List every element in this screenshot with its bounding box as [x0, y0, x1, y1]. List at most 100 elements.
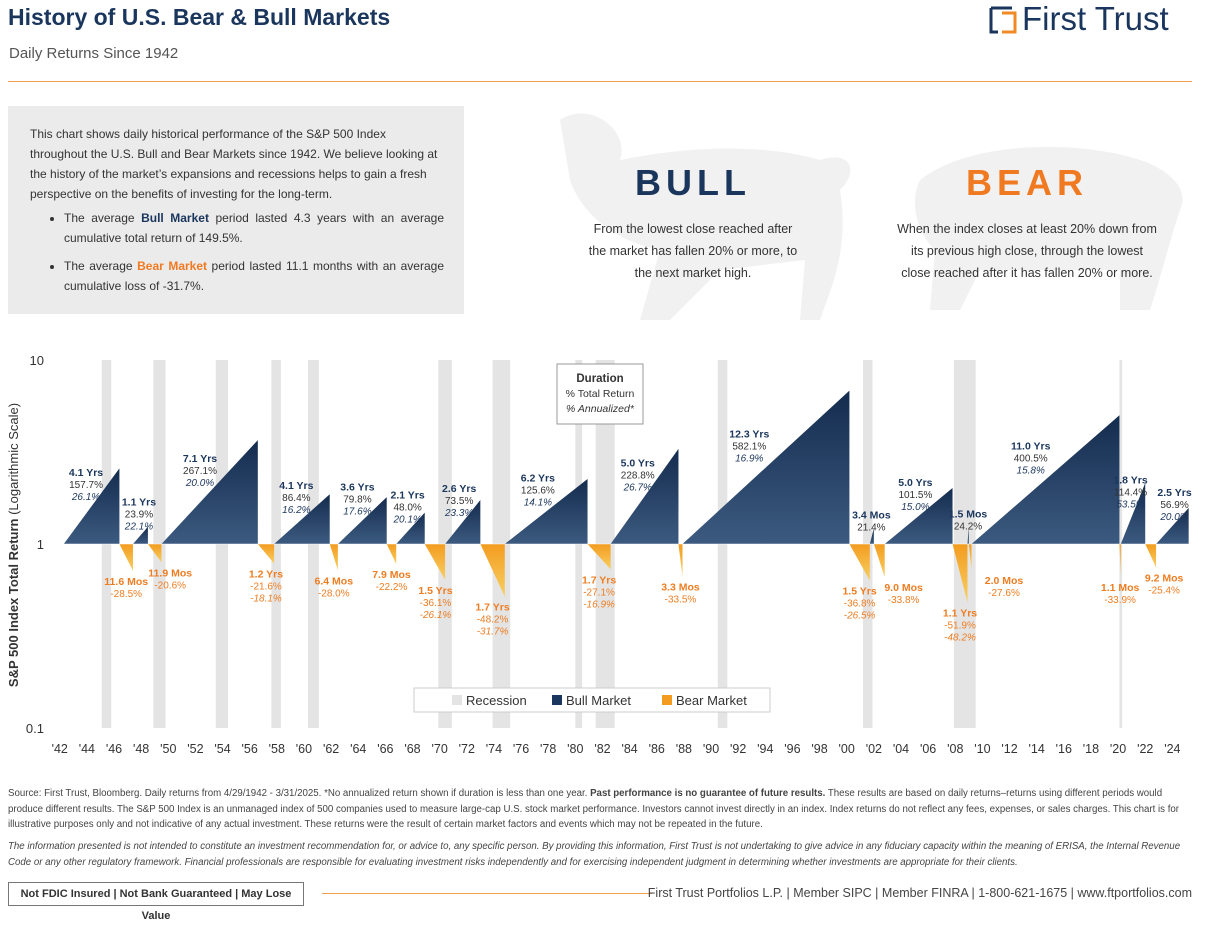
return-label: -36.1% — [420, 598, 452, 609]
legend-label: Bull Market — [566, 693, 631, 708]
bull-definition: From the lowest close reached after the … — [588, 222, 798, 280]
x-tick-label: '16 — [1056, 742, 1072, 756]
return-label: 267.1% — [183, 466, 217, 477]
duration-label: 11.9 Mos — [148, 567, 192, 579]
bull-market — [63, 468, 120, 544]
annualized-label: 23.3% — [444, 508, 473, 519]
x-tick-label: '56 — [242, 742, 258, 756]
bear-market — [849, 544, 870, 581]
return-label: 79.8% — [343, 495, 371, 506]
duration-label: 6.4 Mos — [315, 575, 354, 587]
return-label: 73.5% — [445, 496, 473, 507]
x-tick-label: '88 — [676, 742, 692, 756]
source-note: Source: First Trust, Bloomberg. Daily re… — [8, 786, 1194, 833]
annualized-label: 26.1% — [71, 492, 100, 503]
annualized-label: 20.1% — [392, 514, 421, 525]
bear-market — [480, 544, 505, 597]
y-label-note: (Logarithmic Scale) — [6, 403, 21, 519]
x-tick-label: '14 — [1029, 742, 1045, 756]
return-label: 157.7% — [69, 480, 103, 491]
bull-market — [504, 478, 588, 544]
return-label: -33.8% — [888, 595, 920, 606]
annualized-label: 20.0% — [185, 478, 214, 489]
legend-label: Recession — [466, 693, 527, 708]
x-tick-label: '48 — [133, 742, 149, 756]
x-tick-label: '94 — [757, 742, 773, 756]
duration-label: 2.0 Mos — [985, 575, 1024, 587]
bear-market — [147, 544, 162, 563]
x-tick-label: '20 — [1110, 742, 1126, 756]
text: Past performance is no guarantee of futu… — [590, 788, 826, 799]
x-tick-label: '86 — [649, 742, 665, 756]
key-line: % Annualized* — [566, 403, 635, 415]
divider — [322, 893, 652, 894]
bear-market — [968, 544, 972, 570]
return-label: 125.6% — [521, 485, 555, 496]
annualized-label: -31.7% — [477, 627, 509, 638]
annualized-label: 16.9% — [735, 453, 763, 464]
return-label: -25.4% — [1148, 585, 1180, 596]
bear-market — [424, 544, 446, 580]
duration-label: 5.0 Yrs — [621, 457, 655, 469]
bull-title: BULL — [635, 162, 751, 203]
x-tick-label: '90 — [703, 742, 719, 756]
x-tick-label: '06 — [920, 742, 936, 756]
duration-label: 5.0 Yrs — [898, 477, 932, 489]
text-layer: S&P 500 Index Total Return (Logarithmic … — [6, 353, 1192, 756]
return-label: 101.5% — [898, 490, 932, 501]
x-tick-label: '54 — [214, 742, 230, 756]
bear-market — [587, 544, 611, 570]
bull-market — [132, 526, 148, 544]
title: History of U.S. Bear & Bull Markets — [8, 4, 391, 30]
y-tick-label: 1 — [37, 537, 44, 552]
duration-label: 1.2 Yrs — [249, 568, 283, 580]
return-label: -33.5% — [665, 595, 697, 606]
x-tick-label: '02 — [866, 742, 882, 756]
duration-label: 3.3 Mos — [661, 582, 700, 594]
bear-market — [329, 544, 338, 571]
x-tick-label: '24 — [1164, 742, 1180, 756]
annualized-label: 15.8% — [1017, 466, 1045, 477]
x-tick-label: '00 — [839, 742, 855, 756]
duration-label: 9.2 Mos — [1145, 572, 1184, 584]
bear-title: BEAR — [965, 162, 1088, 203]
return-label: 114.4% — [1114, 488, 1147, 499]
y-tick-label: 0.1 — [26, 721, 44, 736]
x-tick-label: '96 — [784, 742, 800, 756]
text: These results are based on daily returns… — [8, 788, 1180, 830]
duration-label: 1.1 Yrs — [122, 496, 156, 508]
duration-label: 4.1 Yrs — [69, 467, 103, 479]
intro-bullet: The average Bear Market period lasted 11… — [64, 256, 444, 296]
x-tick-label: '60 — [296, 742, 312, 756]
bull-market — [971, 415, 1120, 544]
annualized-label: 22.1% — [124, 521, 153, 532]
annualized-label: 26.7% — [623, 482, 652, 493]
duration-label: 7.1 Yrs — [183, 453, 217, 465]
return-label: 48.0% — [393, 502, 421, 513]
return-label: -51.9% — [944, 620, 976, 631]
return-label: 23.9% — [125, 509, 153, 520]
annualized-label: -26.1% — [420, 610, 452, 621]
duration-label: 1.1 Yrs — [943, 607, 977, 619]
duration-label: 11.6 Mos — [104, 576, 148, 588]
text: period lasted 4.3 years with an average … — [64, 211, 445, 245]
bull-market — [967, 526, 969, 544]
bear-definition: When the index closes at least 20% down … — [897, 222, 1157, 280]
x-tick-label: '62 — [323, 742, 339, 756]
x-tick-label: '52 — [187, 742, 203, 756]
return-label: -48.2% — [477, 615, 509, 626]
divider — [8, 81, 1192, 82]
return-label: -28.5% — [110, 589, 142, 600]
y-tick-label: 10 — [30, 353, 44, 368]
duration-label: 4.1 Yrs — [279, 480, 313, 492]
x-tick-label: '58 — [269, 742, 285, 756]
key-title: Duration — [576, 373, 623, 385]
intro-list: The average Bull Market period lasted 4.… — [30, 208, 444, 296]
return-label: 24.2% — [954, 521, 982, 532]
x-tick-label: '92 — [730, 742, 746, 756]
key-line: % Total Return — [566, 388, 635, 400]
bull-market — [869, 528, 874, 544]
x-tick-label: '50 — [160, 742, 176, 756]
return-label: -22.2% — [376, 582, 408, 593]
